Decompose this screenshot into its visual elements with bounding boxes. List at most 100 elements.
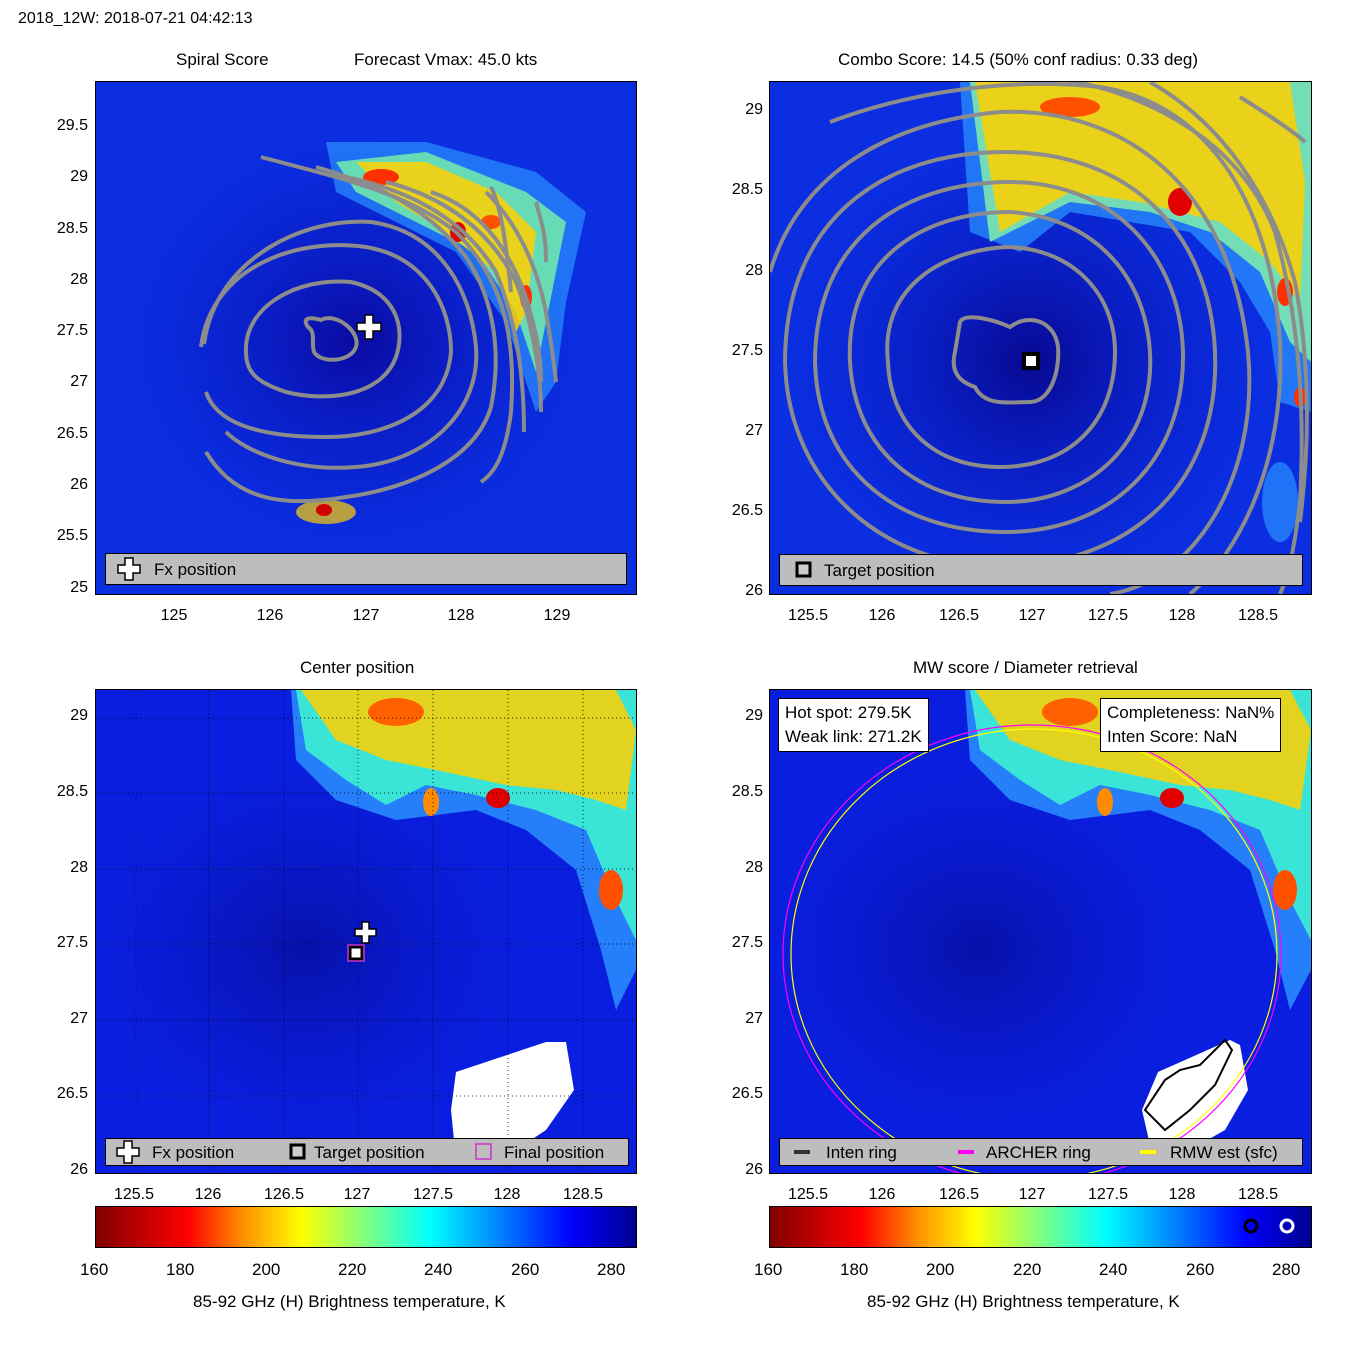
colorbar-tick: 200 <box>926 1260 955 1279</box>
colorbar-tick: 160 <box>80 1260 109 1279</box>
combo-score-plot: Target position <box>769 81 1312 595</box>
x-tick: 127 <box>1018 1186 1046 1203</box>
archer-ring-legend-label: ARCHER ring <box>986 1143 1091 1162</box>
mw-panel-title: MW score / Diameter retrieval <box>913 658 1138 677</box>
y-tick: 28.5 <box>731 783 763 800</box>
hot-cell-3 <box>1097 788 1113 816</box>
spiral-score-plot: Fx position <box>95 81 637 595</box>
target-legend-icon <box>795 561 812 578</box>
colorbar-tick: 260 <box>511 1260 540 1279</box>
combo-panel-title: Combo Score: 14.5 (50% conf radius: 0.33… <box>838 50 1199 69</box>
x-tick: 126 <box>868 607 896 624</box>
hot-cell-3 <box>423 788 439 816</box>
y-tick: 28 <box>70 271 88 288</box>
colorbar-tick: 240 <box>1099 1260 1128 1279</box>
colorbar-tick: 160 <box>754 1260 783 1279</box>
y-tick: 29.5 <box>56 117 88 134</box>
rmw-ring <box>790 728 1278 1173</box>
fx-legend-label: Fx position <box>152 1143 235 1162</box>
x-tick: 127.5 <box>1087 1186 1129 1203</box>
hot-cell-1 <box>368 698 424 726</box>
target-legend-icon <box>289 1143 306 1160</box>
mw-legend: Inten ring ARCHER ring RMW est (sfc) <box>779 1138 1303 1166</box>
colorbar-tick: 200 <box>252 1260 281 1279</box>
colorbar-tick: 180 <box>840 1260 869 1279</box>
x-tick: 128.5 <box>562 1186 604 1203</box>
x-tick: 126 <box>256 607 284 624</box>
y-tick: 25 <box>70 579 88 596</box>
final-position-marker <box>347 944 365 962</box>
colorbar-tick: 220 <box>338 1260 367 1279</box>
missing-data-region <box>1142 1040 1248 1150</box>
fx-legend-label: Fx position <box>154 560 237 579</box>
combo-contours <box>770 82 1309 594</box>
x-tick: 126.5 <box>938 607 980 624</box>
y-tick: 27.5 <box>731 342 763 359</box>
inten-ring-legend-icon <box>794 1150 810 1154</box>
x-tick: 126.5 <box>263 1186 305 1203</box>
rmw-legend-label: RMW est (sfc) <box>1170 1143 1278 1162</box>
colorbar-right <box>769 1206 1312 1248</box>
y-tick: 27 <box>70 373 88 390</box>
hot-cell-2 <box>1168 188 1192 216</box>
colorbar-tick: 260 <box>1186 1260 1215 1279</box>
x-tick: 126.5 <box>938 1186 980 1203</box>
hot-cell-1 <box>1042 698 1098 726</box>
y-tick: 27.5 <box>56 934 88 951</box>
combo-legend: Target position <box>779 554 1303 586</box>
y-tick: 27.5 <box>56 322 88 339</box>
y-tick: 28.5 <box>56 783 88 800</box>
x-tick: 128 <box>447 607 475 624</box>
x-tick: 125 <box>160 607 188 624</box>
y-tick: 29 <box>745 707 763 724</box>
center-position-svg <box>96 690 636 1173</box>
y-tick: 29 <box>70 168 88 185</box>
inten-ring-contour <box>1143 1038 1234 1132</box>
x-tick: 128 <box>493 1186 521 1203</box>
y-tick: 26 <box>745 582 763 599</box>
fx-legend-icon <box>116 1140 140 1164</box>
y-tick: 28 <box>745 262 763 279</box>
target-legend-label: Target position <box>314 1143 425 1162</box>
fx-legend-icon <box>117 557 141 581</box>
target-position-marker <box>1022 352 1040 370</box>
hot-cell-2 <box>486 788 510 808</box>
missing-data-region <box>451 1042 574 1160</box>
x-tick: 126 <box>868 1186 896 1203</box>
fx-position-marker <box>356 314 382 340</box>
rainband-core <box>356 162 536 332</box>
spiral-contours <box>199 155 558 504</box>
inten-ring-legend-label: Inten ring <box>826 1143 897 1162</box>
spiral-panel-title: Spiral Score <box>176 50 269 69</box>
y-tick: 29 <box>70 707 88 724</box>
x-tick: 129 <box>543 607 571 624</box>
image-header-title: 2018_12W: 2018-07-21 04:42:13 <box>18 10 253 27</box>
eastern-band <box>1262 462 1298 542</box>
x-tick: 128.5 <box>1237 1186 1279 1203</box>
y-tick: 26.5 <box>56 425 88 442</box>
y-tick: 25.5 <box>56 527 88 544</box>
hot-spot-text: Hot spot: 279.5K <box>785 703 912 722</box>
y-tick: 26 <box>70 1161 88 1178</box>
fx-position-marker <box>354 921 377 944</box>
hot-cell-2 <box>1160 788 1184 808</box>
colorbar-tick: 220 <box>1013 1260 1042 1279</box>
spiral-legend: Fx position <box>105 553 627 585</box>
final-legend-icon <box>475 1143 492 1160</box>
x-tick: 126 <box>194 1186 222 1203</box>
colorbar-ring-markers <box>1243 1218 1295 1234</box>
hotspot-info-box: Hot spot: 279.5K Weak link: 271.2K <box>778 698 929 752</box>
hot-spot-marker-icon <box>1243 1218 1259 1234</box>
combo-score-svg <box>770 82 1311 594</box>
final-legend-label: Final position <box>504 1143 605 1162</box>
y-tick: 28 <box>745 859 763 876</box>
colorbar-tick: 280 <box>597 1260 626 1279</box>
southern-hot-cell <box>316 504 332 516</box>
mw-score-svg <box>770 690 1311 1173</box>
target-legend-label: Target position <box>824 561 935 580</box>
completeness-text: Completeness: NaN% <box>1107 703 1275 722</box>
dark-core-region <box>770 750 1210 1150</box>
colorbar-left <box>95 1206 637 1248</box>
colorbar-tick: 280 <box>1272 1260 1301 1279</box>
center-panel-title: Center position <box>300 658 415 677</box>
